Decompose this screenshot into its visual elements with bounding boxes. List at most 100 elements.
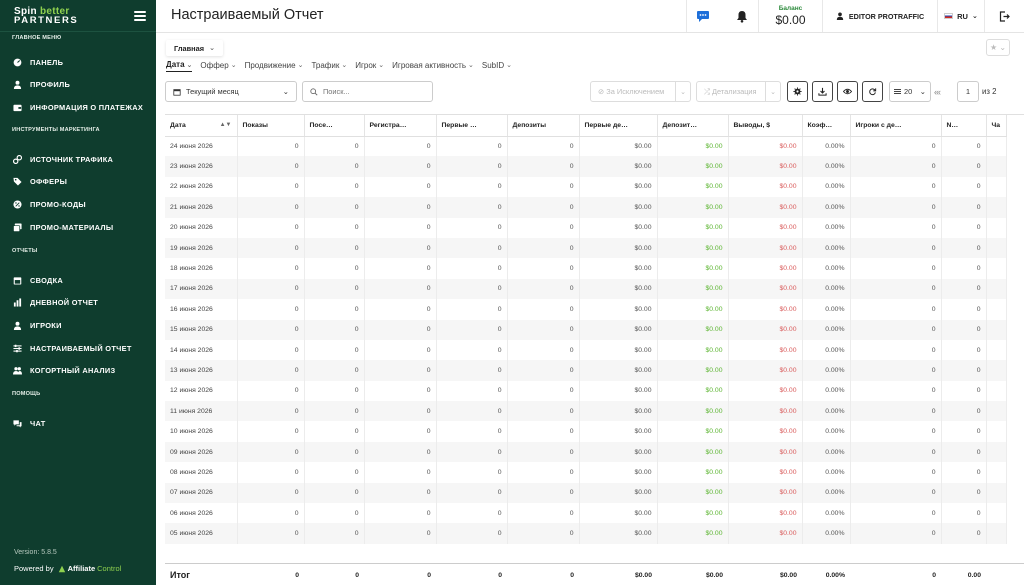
column-header[interactable]: Первые … <box>436 115 508 137</box>
table-cell <box>986 237 1007 259</box>
bell-icon <box>737 10 747 23</box>
column-header[interactable]: Первые де… <box>579 115 658 137</box>
table-row[interactable]: 05 июня 2026 0 0 0 0 0 $0.00 $0.00 $0.00 0.00% 0 0 <box>165 523 1007 544</box>
table-row[interactable]: 15 июня 2026 0 0 0 0 0 $0.00 $0.00 $0.00 0.00% 0 0 <box>165 319 1007 340</box>
sidebar-section-title: ОТЧЕТЫ <box>12 248 38 254</box>
favorite-button[interactable]: ★ ⌄ <box>986 39 1010 56</box>
column-header[interactable]: N… <box>941 115 987 137</box>
link-icon <box>12 154 22 164</box>
table-row[interactable]: 12 июня 2026 0 0 0 0 0 $0.00 $0.00 $0.00 0.00% 0 0 <box>165 380 1007 402</box>
sidebar-item[interactable]: ПРОМО-МАТЕРИАЛЫ <box>0 216 156 239</box>
sidebar-item[interactable]: ЧАТ <box>0 412 156 435</box>
grouping-tab[interactable]: Дата ⌄ <box>166 60 193 72</box>
date-cell: 07 июня 2026 <box>165 482 238 504</box>
sidebar-item[interactable]: ПРОМО-КОДЫ <box>0 193 156 216</box>
table-cell: 0 <box>850 217 942 238</box>
chevron-down-icon: ⌄ <box>506 62 512 69</box>
detail-select[interactable]: ⤮ Детализация ⌄ <box>696 81 781 102</box>
grouping-tab[interactable]: Игрок ⌄ <box>355 60 385 70</box>
table-row[interactable]: 09 июня 2026 0 0 0 0 0 $0.00 $0.00 $0.00 0.00% 0 0 <box>165 441 1007 463</box>
table-row[interactable]: 17 июня 2026 0 0 0 0 0 $0.00 $0.00 $0.00 0.00% 0 0 <box>165 278 1007 300</box>
table-row[interactable]: 23 июня 2026 0 0 0 0 0 $0.00 $0.00 $0.00 0.00% 0 0 <box>165 156 1007 177</box>
table-cell: 0 <box>237 441 305 463</box>
toggle-columns-button[interactable] <box>837 81 858 102</box>
grouping-tab[interactable]: Трафик ⌄ <box>311 60 348 70</box>
sidebar-item[interactable]: ПРОФИЛЬ <box>0 74 156 97</box>
menu-toggle-icon[interactable] <box>134 10 146 21</box>
dashboard-icon <box>12 57 22 67</box>
sidebar-item[interactable]: СВОДКА <box>0 269 156 292</box>
table-cell: $0.00 <box>579 421 658 442</box>
grouping-tab[interactable]: Игровая активность ⌄ <box>392 60 474 70</box>
column-header[interactable]: Игроки с де… <box>850 115 942 137</box>
column-header[interactable]: Депозит… <box>657 115 729 137</box>
grouping-tab[interactable]: SubID ⌄ <box>481 60 512 70</box>
table-cell: 0 <box>850 401 942 422</box>
column-header[interactable]: Депозиты <box>507 115 580 137</box>
affiliate-control-logo: Affiliate Control <box>58 564 121 573</box>
column-header[interactable]: Регистра… <box>364 115 437 137</box>
column-header[interactable]: Выводы, $ <box>728 115 803 137</box>
table-cell: 0 <box>941 156 987 177</box>
sidebar-item[interactable]: КОГОРТНЫЙ АНАЛИЗ <box>0 359 156 382</box>
chat-button[interactable] <box>686 0 718 32</box>
logout-button[interactable] <box>984 0 1024 32</box>
sidebar-item[interactable]: ИГРОКИ <box>0 314 156 337</box>
column-header[interactable]: Дата ▲▼ <box>165 115 238 137</box>
sidebar-item[interactable]: ИСТОЧНИК ТРАФИКА <box>0 148 156 171</box>
search-input[interactable] <box>323 87 423 96</box>
refresh-icon <box>869 88 877 96</box>
sidebar-item[interactable]: ДНЕВНОЙ ОТЧЕТ <box>0 292 156 315</box>
search-box[interactable] <box>302 81 433 102</box>
table-row[interactable]: 21 июня 2026 0 0 0 0 0 $0.00 $0.00 $0.00 0.00% 0 0 <box>165 197 1007 218</box>
table-cell: $0.00 <box>728 197 803 218</box>
table-row[interactable]: 07 июня 2026 0 0 0 0 0 $0.00 $0.00 $0.00 0.00% 0 0 <box>165 482 1007 504</box>
exclusions-select[interactable]: ⊘ За Исключением ⌄ <box>590 81 691 102</box>
table-row[interactable]: 18 июня 2026 0 0 0 0 0 $0.00 $0.00 $0.00 0.00% 0 0 <box>165 258 1007 279</box>
sidebar-item[interactable]: ИНФОРМАЦИЯ О ПЛАТЕЖАХ <box>0 96 156 119</box>
column-header[interactable]: Показы <box>237 115 305 137</box>
column-header[interactable]: Коэф… <box>802 115 851 137</box>
table-cell: 0 <box>237 523 305 544</box>
table-row[interactable]: 08 июня 2026 0 0 0 0 0 $0.00 $0.00 $0.00 0.00% 0 0 <box>165 462 1007 483</box>
column-header[interactable]: Ча <box>986 115 1007 137</box>
sidebar-item[interactable]: ПАНЕЛЬ <box>0 51 156 74</box>
user-menu[interactable]: EDITOR PROTRAFFIC <box>822 0 937 32</box>
table-row[interactable]: 13 июня 2026 0 0 0 0 0 $0.00 $0.00 $0.00 0.00% 0 0 <box>165 360 1007 381</box>
tab-main[interactable]: Главная ⌄ <box>166 40 223 56</box>
table-row[interactable]: 11 июня 2026 0 0 0 0 0 $0.00 $0.00 $0.00 0.00% 0 0 <box>165 401 1007 422</box>
table-row[interactable]: 19 июня 2026 0 0 0 0 0 $0.00 $0.00 $0.00 0.00% 0 0 <box>165 237 1007 259</box>
per-page-select[interactable]: 20 ⌄ <box>889 81 931 102</box>
export-button[interactable] <box>812 81 833 102</box>
grouping-tab[interactable]: Оффер ⌄ <box>200 60 237 70</box>
table-row[interactable]: 22 июня 2026 0 0 0 0 0 $0.00 $0.00 $0.00 0.00% 0 0 <box>165 176 1007 198</box>
grouping-tab[interactable]: Продвижение ⌄ <box>244 60 304 70</box>
sort-icon[interactable]: ▲▼ <box>219 121 232 128</box>
app-version: Version: 5.8.5 <box>14 549 57 556</box>
table-cell: 0 <box>304 503 365 524</box>
table-row[interactable]: 14 июня 2026 0 0 0 0 0 $0.00 $0.00 $0.00 0.00% 0 0 <box>165 339 1007 361</box>
table-row[interactable]: 20 июня 2026 0 0 0 0 0 $0.00 $0.00 $0.00 0.00% 0 0 <box>165 217 1007 238</box>
notifications-button[interactable] <box>726 0 758 32</box>
date-range-select[interactable]: Текущий месяц ⌄ <box>165 81 297 102</box>
table-cell: 0 <box>850 258 942 279</box>
table-cell: 0.00% <box>802 523 851 544</box>
refresh-button[interactable] <box>862 81 883 102</box>
chevron-down-icon: ⌄ <box>341 62 348 69</box>
table-row[interactable]: 16 июня 2026 0 0 0 0 0 $0.00 $0.00 $0.00 0.00% 0 0 <box>165 299 1007 320</box>
brand-logo[interactable]: Spin better PARTNERS <box>14 5 79 26</box>
settings-button[interactable] <box>787 81 808 102</box>
page-number-input[interactable] <box>957 81 979 102</box>
table-row[interactable]: 10 июня 2026 0 0 0 0 0 $0.00 $0.00 $0.00 0.00% 0 0 <box>165 421 1007 442</box>
language-select[interactable]: RU ⌄ <box>937 0 984 32</box>
pager-prev[interactable]: «‹ <box>934 87 941 97</box>
table-row[interactable]: 24 июня 2026 0 0 0 0 0 $0.00 $0.00 $0.00 0.00% 0 0 <box>165 136 1007 157</box>
sidebar-item[interactable]: ОФФЕРЫ <box>0 171 156 194</box>
sidebar-item[interactable]: НАСТРАИВАЕМЫЙ ОТЧЕТ <box>0 337 156 360</box>
table-cell: 0 <box>507 278 580 300</box>
table-cell: $0.00 <box>657 156 729 177</box>
column-header[interactable]: Посе… <box>304 115 365 137</box>
calendar-icon <box>173 88 181 96</box>
table-row[interactable]: 06 июня 2026 0 0 0 0 0 $0.00 $0.00 $0.00 0.00% 0 0 <box>165 503 1007 524</box>
table-cell: 0 <box>850 421 942 442</box>
